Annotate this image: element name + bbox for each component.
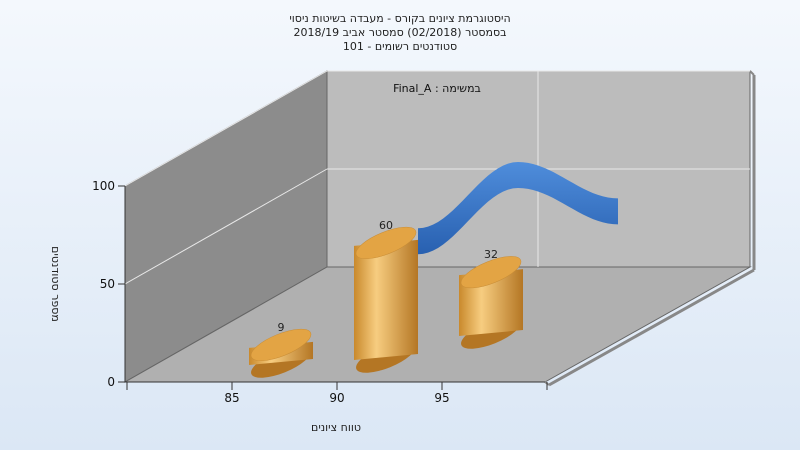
x-tick-label-95: 95 xyxy=(434,391,449,405)
x-axis-title: טווח ציונים xyxy=(311,421,361,434)
x-tick-label-85: 85 xyxy=(224,391,239,405)
x-axis: 85 90 95 xyxy=(125,381,548,405)
data-label-85: 9 xyxy=(278,321,285,334)
y-tick-label-100: 100 xyxy=(92,179,115,193)
trend-ribbon xyxy=(418,162,618,255)
series-label: במשימה : Final_A xyxy=(393,82,481,95)
chart-title-line-1: היסטוגרמת ציונים בקורס - מעבדה בשיטות ני… xyxy=(289,12,510,25)
bar-95: 32 xyxy=(459,248,523,349)
y-tick-label-50: 50 xyxy=(100,277,115,291)
bar-90: 60 xyxy=(354,219,418,373)
x-tick-label-90: 90 xyxy=(329,391,344,405)
y-axis: 0 50 100 xyxy=(92,179,126,389)
gridline-left-100 xyxy=(124,70,328,187)
data-label-90: 60 xyxy=(379,219,393,232)
bar-top-85 xyxy=(250,328,312,361)
bar-85: 9 xyxy=(249,321,313,378)
y-axis-title: מספר סטודנטים xyxy=(49,246,62,322)
y-tick-label-0: 0 xyxy=(107,375,115,389)
bar-body-90 xyxy=(354,239,418,360)
chart-title-line-3: סטודנטים רשומים - 101 xyxy=(343,40,457,53)
gridline-left-50 xyxy=(124,168,328,285)
data-label-95: 32 xyxy=(484,248,498,261)
chart-title-line-2: בסמסטר (02/2018) סמסטר אביב 2018/19 xyxy=(293,26,506,39)
bar-top-95 xyxy=(460,256,522,289)
ribbon-band xyxy=(418,162,618,255)
bar-top-90 xyxy=(355,226,417,259)
bars: 9 60 32 xyxy=(249,219,523,378)
